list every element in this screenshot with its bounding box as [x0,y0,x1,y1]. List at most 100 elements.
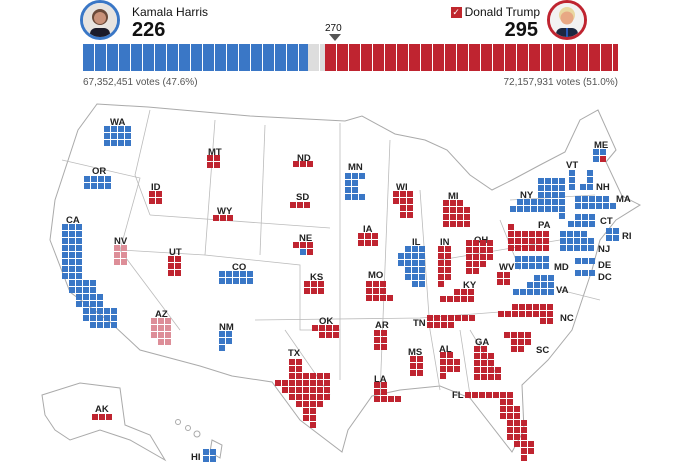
electoral-vote-tile [240,278,246,284]
electoral-vote-tile [296,401,302,407]
state-label: AL [439,344,452,355]
electoral-vote-tile [380,288,386,294]
electoral-vote-tile [552,192,558,198]
electoral-vote-tile [76,259,82,265]
electoral-vote-tile [83,294,89,300]
electoral-vote-tile [381,330,387,336]
electoral-vote-tile [474,367,480,373]
electoral-vote-tile [419,260,425,266]
electoral-vote-tile [226,278,232,284]
electoral-vote-tile [507,427,513,433]
electoral-vote-tile [495,374,501,380]
electoral-vote-tile [528,448,534,454]
electoral-vote-tile [111,315,117,321]
electoral-vote-tile [381,382,387,388]
electoral-vote-tile [381,389,387,395]
electoral-vote-tile [405,274,411,280]
bar-segment-uncalled [307,44,325,71]
electoral-vote-tile [536,231,542,237]
electoral-vote-tile [548,275,554,281]
electoral-vote-tile [303,408,309,414]
electoral-vote-tile [441,322,447,328]
electoral-vote-tile [227,215,233,221]
electoral-vote-tile [500,406,506,412]
electoral-vote-tile [97,322,103,328]
electoral-vote-tile [214,155,220,161]
electoral-vote-tile [524,206,530,212]
electoral-vote-tile [508,231,514,237]
electoral-vote-tile [481,360,487,366]
electoral-vote-tile [600,149,606,155]
electoral-vote-tile [213,215,219,221]
electoral-vote-tile [373,295,379,301]
electoral-vote-tile [317,401,323,407]
electoral-vote-tile [438,246,444,252]
electoral-vote-tile [388,396,394,402]
electoral-vote-tile [296,380,302,386]
electoral-vote-tile [596,196,602,202]
electoral-vote-tile [526,304,532,310]
electoral-vote-tile [359,194,365,200]
electoral-vote-tile [374,337,380,343]
state-label: WY [217,206,233,217]
electoral-vote-tile [443,221,449,227]
electoral-vote-tile [538,192,544,198]
electoral-vote-tile [514,413,520,419]
electoral-vote-tile [226,331,232,337]
electoral-vote-tile [365,240,371,246]
electoral-vote-tile [574,245,580,251]
electoral-vote-tile [461,289,467,295]
electoral-vote-tile [465,392,471,398]
electoral-vote-tile [91,183,97,189]
state-label: MO [368,270,384,281]
electoral-vote-tile [417,370,423,376]
electoral-vote-tile [514,441,520,447]
electoral-vote-tile [548,282,554,288]
state-label: AZ [155,309,168,320]
state-label: RI [622,231,632,242]
electoral-vote-tile [297,202,303,208]
electoral-vote-tile [552,185,558,191]
electoral-vote-tile [289,366,295,372]
electoral-vote-tile [500,413,506,419]
electoral-vote-tile [220,215,226,221]
state-label: SD [296,192,310,203]
electoral-vote-tile [488,360,494,366]
electoral-vote-tile [366,288,372,294]
electoral-vote-tile [515,238,521,244]
electoral-vote-tile [76,224,82,230]
electoral-vote-tile [333,332,339,338]
electoral-vote-tile [533,311,539,317]
state-label: CA [66,215,80,226]
trump-photo [547,0,587,40]
electoral-vote-tile [97,308,103,314]
state-label: OK [319,316,334,327]
electoral-vote-tile [111,126,117,132]
electoral-vote-tile [507,406,513,412]
electoral-vote-tile [603,203,609,209]
electoral-vote-tile [515,231,521,237]
electoral-vote-tile [445,267,451,273]
electoral-vote-tile [560,238,566,244]
electoral-vote-tile [62,266,68,272]
electoral-vote-tile [474,346,480,352]
electoral-vote-tile [461,296,467,302]
electoral-vote-tile [507,413,513,419]
electoral-vote-tile [538,185,544,191]
electoral-vote-tile [518,332,524,338]
electoral-vote-tile [450,207,456,213]
electoral-vote-tile [504,332,510,338]
state-label: NH [596,182,610,193]
electoral-vote-tile [412,281,418,287]
electoral-vote-tile [233,271,239,277]
electoral-vote-tile [62,224,68,230]
electoral-vote-tile [510,206,516,212]
electoral-vote-tile [219,345,225,351]
electoral-vote-tile [541,275,547,281]
state-label: OR [92,166,107,177]
electoral-vote-tile [405,260,411,266]
electoral-vote-tile [69,231,75,237]
electoral-vote-tile [474,374,480,380]
electoral-vote-tile [521,434,527,440]
